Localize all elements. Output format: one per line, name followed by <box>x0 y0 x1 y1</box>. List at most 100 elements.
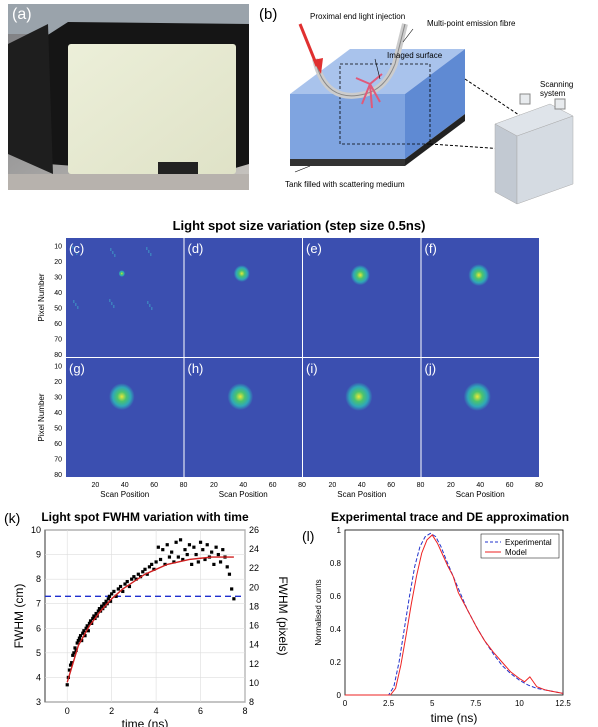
x-tick-label: 6 <box>198 706 203 716</box>
x-tick-label: 2.5 <box>383 699 395 708</box>
noise-speck <box>149 304 151 307</box>
y-tick-label: 50 <box>54 426 62 433</box>
chart-title: Light spot FWHM variation with time <box>41 510 249 524</box>
y2-tick-label: 20 <box>249 582 259 592</box>
setup-diagram <box>290 23 574 205</box>
data-point <box>100 604 104 608</box>
data-point <box>68 663 73 667</box>
legend-box <box>480 533 560 559</box>
light-spot <box>345 382 373 411</box>
panel-label-e: (e) <box>306 241 322 256</box>
noise-speck <box>77 306 79 309</box>
noise-speck <box>146 247 148 250</box>
panel-label-b: (b) <box>259 6 278 23</box>
data-point <box>118 584 123 589</box>
heatmap-panel <box>184 238 302 357</box>
y2-tick-label: 8 <box>249 697 254 707</box>
light-spot <box>109 383 135 411</box>
data-point <box>221 548 225 552</box>
data-point <box>152 567 156 571</box>
data-point <box>91 616 95 621</box>
data-point <box>97 607 102 611</box>
data-point <box>192 545 196 549</box>
panel-label-c: (c) <box>69 241 84 256</box>
data-point <box>121 589 125 594</box>
x-axis-label: Scan Position <box>337 490 386 499</box>
data-point <box>232 597 236 601</box>
data-point <box>114 594 118 598</box>
data-point <box>147 565 152 569</box>
panel-label-j: (j) <box>425 361 437 376</box>
y-tick-label: 7 <box>36 599 41 609</box>
heatmap-panel <box>66 238 184 357</box>
light-spot <box>227 383 254 411</box>
noise-speck <box>73 300 75 303</box>
light-spot <box>468 264 490 287</box>
y-tick-label: 30 <box>54 275 62 282</box>
x-tick-label: 40 <box>358 482 366 489</box>
y-tick-label: 50 <box>54 306 62 313</box>
y-tick-label: 80 <box>54 472 62 479</box>
x-tick-label: 60 <box>150 482 158 489</box>
data-point <box>132 575 136 579</box>
data-point <box>96 609 100 613</box>
series-line-model <box>345 534 564 696</box>
data-point <box>83 634 87 638</box>
noise-speck <box>148 250 150 253</box>
noise-speck <box>147 301 149 304</box>
data-point <box>183 548 187 552</box>
x-tick-label: 20 <box>328 482 336 489</box>
x-axis-label: time (ns) <box>431 711 478 725</box>
plot-area <box>44 529 246 703</box>
y-tick-label: 6 <box>36 623 41 633</box>
data-point <box>134 577 138 581</box>
data-point <box>205 543 209 547</box>
data-point <box>230 587 234 591</box>
x-tick-label: 20 <box>91 482 99 489</box>
y-tick-label: 10 <box>31 525 41 535</box>
y-tick-label: 0.2 <box>330 658 342 667</box>
panel-label-g: (g) <box>69 361 85 376</box>
data-point <box>161 548 165 552</box>
noise-speck <box>151 307 153 310</box>
y-tick-label: 40 <box>54 290 62 297</box>
fwhm-chart: (k) Light spot FWHM variation with time 3 4… <box>4 510 290 727</box>
y-axis-label: Normalised counts <box>314 579 323 645</box>
y-tick-label: 20 <box>54 379 62 386</box>
y-axis-label: Pixel Number <box>37 273 46 321</box>
noise-speck <box>74 249 76 252</box>
data-point <box>73 646 77 650</box>
x-axis-label: time (ns) <box>122 717 169 727</box>
data-point <box>92 614 96 618</box>
y-tick-label: 8 <box>36 574 41 584</box>
y-tick-label: 10 <box>54 364 62 371</box>
data-point <box>181 557 185 562</box>
data-point <box>145 572 149 576</box>
x-tick-label: 40 <box>239 482 247 489</box>
data-point <box>125 580 129 584</box>
data-point <box>174 540 178 544</box>
x-tick-label: 80 <box>535 482 543 489</box>
data-point <box>212 562 216 566</box>
data-point <box>85 624 89 628</box>
data-point <box>156 545 160 549</box>
data-point <box>178 538 183 542</box>
data-point <box>203 557 207 562</box>
panel-label-d: (d) <box>188 241 204 256</box>
data-point <box>123 582 127 586</box>
x-axis-label: Scan Position <box>456 490 505 499</box>
heatmap-panel <box>303 358 421 477</box>
y2-tick-label: 14 <box>249 640 259 650</box>
noise-speck <box>110 248 112 251</box>
x-tick-label: 60 <box>387 482 395 489</box>
noise-speck <box>109 299 111 302</box>
data-point <box>94 611 98 616</box>
noise-speck <box>72 246 74 249</box>
data-point <box>112 589 116 594</box>
y-tick-label: 1 <box>337 526 342 535</box>
tank-photo <box>8 4 249 190</box>
heatmap-panel <box>303 238 421 357</box>
data-point <box>77 636 82 640</box>
data-point <box>76 638 80 643</box>
y-tick-label: 40 <box>54 410 62 417</box>
